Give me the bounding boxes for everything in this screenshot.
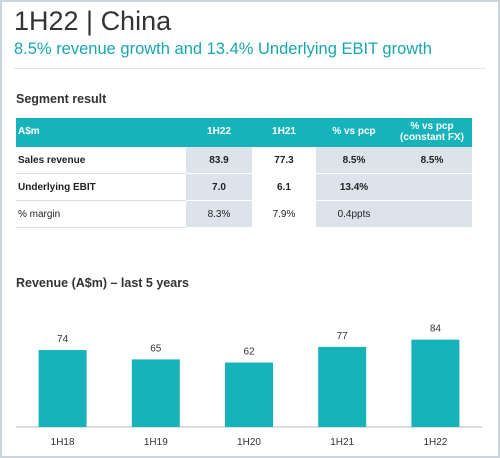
column-header: % vs pcp (constant FX) <box>392 118 472 147</box>
row-label: Sales revenue <box>16 147 186 174</box>
x-tick-label: 1H22 <box>423 437 447 448</box>
x-tick-label: 1H21 <box>330 437 354 448</box>
cell: 7.0 <box>186 173 252 201</box>
value-label: 65 <box>150 343 162 354</box>
table-title: Segment result <box>16 92 107 106</box>
value-label: 62 <box>243 347 255 358</box>
bar <box>318 346 367 427</box>
table-body: Sales revenue 83.9 77.3 8.5% 8.5% Underlying … <box>16 147 472 228</box>
cell: 8.3% <box>186 200 252 228</box>
cell <box>392 173 472 201</box>
cell: 83.9 <box>186 147 252 174</box>
value-label: 84 <box>430 324 442 335</box>
cell: 77.3 <box>252 147 316 174</box>
chart: 74 1H18 65 1H19 62 1H20 77 1H21 84 1H22 <box>16 324 482 448</box>
segment-table: A$m 1H22 1H21% vs pcp% vs pcp (constant FX… <box>16 118 472 228</box>
bar <box>131 359 180 427</box>
table-row: Sales revenue 83.9 77.3 8.5% 8.5% <box>16 147 472 174</box>
row-label: % margin <box>16 200 186 228</box>
bar <box>411 339 460 427</box>
subtitle: 8.5% revenue growth and 13.4% Underlying… <box>14 40 432 58</box>
x-tick-label: 1H19 <box>144 437 168 448</box>
column-header: 1H22 <box>186 118 252 147</box>
cell: 0.4ppts <box>316 200 392 228</box>
table-row: Underlying EBIT 7.0 6.1 13.4% <box>16 173 472 201</box>
cell: 8.5% <box>316 147 392 174</box>
column-header: % vs pcp <box>316 118 392 147</box>
value-label: 74 <box>57 334 69 345</box>
cell <box>392 200 472 228</box>
row-label: Underlying EBIT <box>16 173 186 201</box>
x-tick-label: 1H20 <box>237 437 261 448</box>
header-row: A$m 1H22 1H21% vs pcp% vs pcp (constant FX… <box>16 118 472 147</box>
cell: 8.5% <box>392 147 472 174</box>
cell: 13.4% <box>316 173 392 201</box>
x-tick-label: 1H18 <box>51 437 75 448</box>
column-header: 1H21 <box>252 118 316 147</box>
chart-title: Revenue (A$m) – last 5 years <box>16 276 190 290</box>
column-header: A$m <box>16 118 186 147</box>
divider <box>14 68 486 69</box>
bar <box>225 362 273 427</box>
value-label: 77 <box>337 331 349 342</box>
cell: 6.1 <box>252 173 316 201</box>
table-row: % margin 8.3% 7.9% 0.4ppts <box>16 200 472 228</box>
cell: 7.9% <box>252 200 316 228</box>
title: 1H22 | China <box>14 6 172 36</box>
bar <box>38 350 87 427</box>
